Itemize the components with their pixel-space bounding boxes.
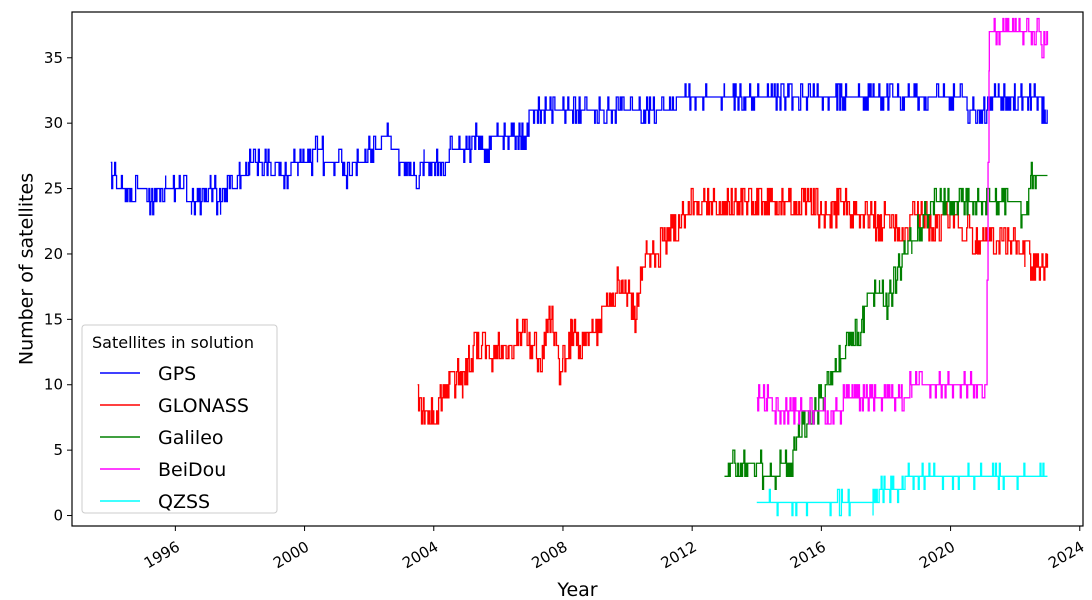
series-layer bbox=[110, 17, 1049, 517]
legend-label-beidou: BeiDou bbox=[158, 459, 226, 481]
series-line-qzss bbox=[756, 462, 1048, 517]
y-tick-label: 0 bbox=[53, 507, 63, 525]
legend-label-glonass: GLONASS bbox=[158, 395, 249, 417]
legend-label-qzss: QZSS bbox=[158, 491, 210, 513]
legend-box bbox=[81, 324, 278, 514]
y-tick-label: 15 bbox=[44, 310, 63, 328]
y-axis-title: Number of satellites bbox=[16, 173, 38, 365]
series-line-glonass bbox=[417, 187, 1049, 425]
y-tick-label: 30 bbox=[44, 114, 63, 132]
x-axis-title: Year bbox=[556, 579, 597, 600]
plot-frame bbox=[71, 11, 1084, 527]
legend: Satellites in solution GPS GLONASS Galileo… bbox=[81, 324, 278, 514]
series-line-gps bbox=[110, 83, 1048, 216]
y-tick-label: 10 bbox=[44, 376, 63, 394]
series-line-galileo bbox=[724, 161, 1048, 491]
legend-label-galileo: Galileo bbox=[158, 427, 224, 449]
series-line-beidou bbox=[756, 17, 1049, 425]
legend-title: Satellites in solution bbox=[92, 333, 254, 352]
y-tick-label: 35 bbox=[44, 49, 63, 67]
y-tick-label: 25 bbox=[44, 180, 63, 198]
y-tick-label: 20 bbox=[44, 245, 63, 263]
legend-label-gps: GPS bbox=[158, 363, 196, 385]
y-tick-label: 5 bbox=[53, 441, 63, 459]
y-axis: 0 5 10 15 20 25 30 35 bbox=[44, 49, 72, 525]
